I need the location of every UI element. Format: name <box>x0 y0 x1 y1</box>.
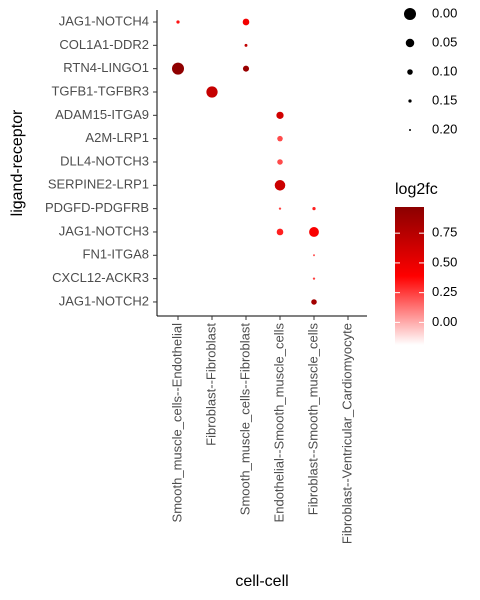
y-tick-label: JAG1-NOTCH4 <box>59 13 149 28</box>
size-legend-dot <box>405 38 415 48</box>
dot <box>309 227 319 237</box>
dot <box>277 159 283 165</box>
colorbar <box>395 207 424 345</box>
x-tick-label: Fibroblast--Fibroblast <box>203 323 218 446</box>
size-legend-label: 0.05 <box>432 34 457 49</box>
dot <box>278 207 282 210</box>
y-tick-label: TGFB1-TGFBR3 <box>51 83 149 98</box>
colorbar-label: 0.75 <box>432 225 457 240</box>
y-tick-label: JAG1-NOTCH3 <box>59 223 149 238</box>
size-legend-dot <box>404 8 416 20</box>
size-legend-dot <box>407 69 413 75</box>
size-legend-label: 0.00 <box>432 5 457 20</box>
x-tick-label: Fibroblast--Ventricular_Cardiomyocyte <box>339 323 354 544</box>
y-tick-label: PDGFD-PDGFRB <box>45 200 149 215</box>
colorbar-label: 0.50 <box>432 254 457 269</box>
dot <box>276 228 284 236</box>
x-tick-label: Smooth_muscle_cells--Fibroblast <box>237 323 252 516</box>
dot <box>312 277 316 280</box>
x-tick-label: Endothelial--Smooth_muscle_cells <box>271 323 286 523</box>
dot <box>312 207 316 211</box>
colorbar-label: 0.00 <box>432 314 457 329</box>
dot <box>313 254 315 257</box>
size-legend-dot <box>408 99 412 103</box>
dot <box>172 62 184 75</box>
x-tick-label: Fibroblast--Smooth_muscle_cells <box>305 323 320 516</box>
dot <box>277 135 283 142</box>
y-tick-label: DLL4-NOTCH3 <box>60 153 149 168</box>
dot <box>274 180 286 191</box>
x-axis-title: cell-cell <box>235 573 288 590</box>
y-tick-label: A2M-LRP1 <box>85 130 149 145</box>
y-axis-title: ligand-receptor <box>9 109 26 216</box>
size-legend-dot <box>409 129 411 131</box>
y-tick-label: RTN4-LINGO1 <box>63 60 149 75</box>
size-legend-label: 0.20 <box>432 121 457 136</box>
y-tick-label: COL1A1-DDR2 <box>59 37 149 52</box>
y-tick-label: CXCL12-ACKR3 <box>52 270 149 285</box>
y-tick-label: ADAM15-ITGA9 <box>55 107 149 122</box>
dot <box>242 18 250 26</box>
x-tick-label: Smooth_muscle_cells--Endothelial <box>169 323 184 523</box>
colorbar-label: 0.25 <box>432 284 457 299</box>
size-legend-label: 0.15 <box>432 92 457 107</box>
dot <box>206 86 218 98</box>
y-tick-label: JAG1-NOTCH2 <box>59 293 149 308</box>
color-legend-title: log2fc <box>395 181 438 198</box>
dot <box>244 43 248 47</box>
dot <box>242 65 250 72</box>
dot <box>276 111 284 119</box>
dot <box>176 20 180 24</box>
dot <box>311 299 317 305</box>
y-tick-label: FN1-ITGA8 <box>83 247 149 262</box>
size-legend-label: 0.10 <box>432 63 457 78</box>
y-tick-label: SERPINE2-LRP1 <box>48 177 149 192</box>
